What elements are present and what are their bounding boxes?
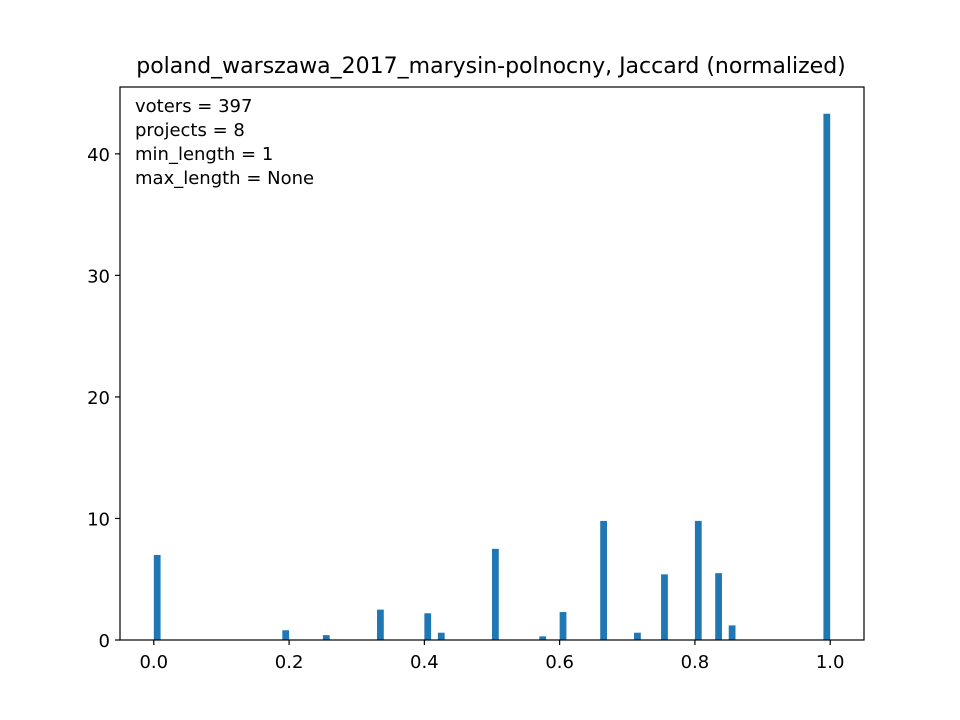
x-axis: 0.0 0.2 0.4 0.6 0.8 1.0 — [139, 640, 845, 673]
bar — [282, 630, 290, 640]
bar — [424, 613, 432, 640]
y-tick-label: 30 — [87, 266, 110, 287]
bar — [153, 554, 161, 640]
y-tick-label: 0 — [99, 631, 110, 652]
bar — [728, 625, 736, 640]
x-tick-label: 0.6 — [545, 652, 574, 673]
bar — [694, 520, 702, 640]
bar — [322, 635, 330, 640]
x-tick-label: 0.8 — [681, 652, 710, 673]
bar — [823, 113, 831, 640]
bar — [539, 636, 547, 640]
annotation-line: min_length = 1 — [135, 144, 273, 165]
annotation-line: voters = 397 — [135, 96, 252, 117]
y-tick-label: 40 — [87, 145, 110, 166]
annotation-line: projects = 8 — [135, 120, 245, 141]
bar — [661, 574, 668, 640]
bar — [437, 632, 445, 640]
plot-frame — [119, 86, 865, 641]
bar — [634, 632, 641, 640]
chart-title: poland_warszawa_2017_marysin-polnocny, J… — [136, 54, 846, 79]
x-tick-label: 0.0 — [139, 652, 168, 673]
y-tick-label: 20 — [87, 388, 110, 409]
y-axis: 0 10 20 30 40 — [87, 145, 120, 652]
y-tick-label: 10 — [87, 509, 110, 530]
x-tick-label: 1.0 — [816, 652, 845, 673]
bar — [715, 573, 722, 640]
bar — [559, 612, 567, 640]
bars-group — [153, 113, 831, 640]
stats-annotation: voters = 397 projects = 8 min_length = 1 ma… — [135, 96, 314, 189]
x-tick-label: 0.4 — [410, 652, 439, 673]
x-tick-label: 0.2 — [275, 652, 304, 673]
bar — [600, 520, 607, 640]
bar — [492, 548, 499, 640]
annotation-line: max_length = None — [135, 168, 314, 189]
bar — [377, 609, 384, 640]
